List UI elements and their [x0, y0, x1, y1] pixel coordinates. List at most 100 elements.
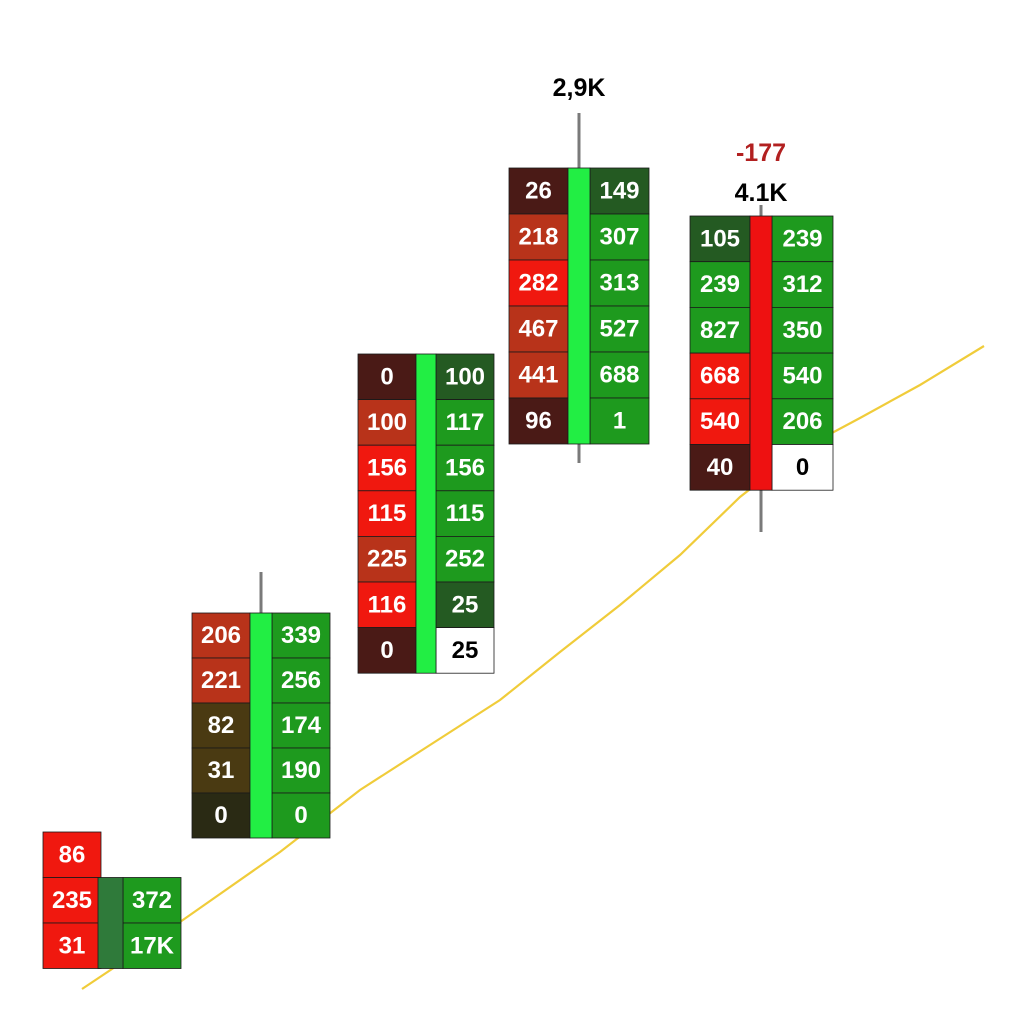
bid-cell — [689, 261, 751, 308]
bid-value: 96 — [525, 408, 552, 435]
candle-body — [415, 353, 437, 674]
candle-total-label: 4.1K — [735, 179, 788, 207]
bid-value: 156 — [367, 455, 407, 482]
ask-cell — [435, 353, 495, 400]
candle-body — [97, 877, 124, 969]
bid-value: 218 — [518, 224, 558, 251]
candle-body — [749, 215, 773, 491]
bid-value: 239 — [700, 271, 740, 298]
bid-value: 26 — [525, 178, 552, 205]
ask-cell — [271, 702, 331, 749]
bid-value: 0 — [380, 637, 393, 664]
candle-1: 86 235 372 31 17K — [42, 831, 182, 969]
ask-value: 115 — [446, 500, 485, 527]
bid-value: 116 — [368, 591, 407, 618]
ask-value: 156 — [445, 455, 485, 482]
bid-cell — [689, 215, 751, 263]
bid-cell — [42, 922, 102, 969]
bid-cell — [191, 657, 251, 704]
ask-value: 527 — [599, 316, 639, 343]
bid-value: 31 — [59, 932, 86, 959]
bid-value: 100 — [367, 409, 407, 436]
ask-cell — [589, 259, 650, 307]
bid-value: 467 — [518, 316, 558, 343]
bid-value: 235 — [52, 887, 92, 914]
ask-value: 252 — [445, 546, 485, 573]
bid-cell — [357, 490, 417, 537]
candle-3: 0 100 100 117 156 156 115 115 225 252 116 25 0 25 — [357, 353, 495, 674]
bid-cell — [191, 612, 251, 659]
ask-value: 149 — [599, 178, 639, 205]
candle-4: 26 149 218 307 282 313 467 527 441 688 96 1 2,9K — [508, 74, 650, 463]
ask-value: 117 — [446, 409, 485, 436]
trend-line — [81, 345, 985, 990]
ask-cell — [271, 612, 331, 659]
bid-cell — [357, 581, 417, 628]
bid-value: 86 — [59, 841, 86, 868]
bid-cell — [508, 397, 569, 445]
ask-cell — [771, 215, 834, 263]
trend-layer — [81, 345, 985, 990]
bid-cell — [689, 306, 751, 354]
candle-body — [567, 167, 591, 445]
ask-cell — [435, 444, 495, 492]
bid-value: 441 — [518, 362, 558, 389]
bid-cell — [689, 398, 751, 445]
bid-value: 540 — [700, 408, 740, 435]
ask-value: 206 — [782, 408, 822, 435]
ask-cell — [771, 261, 834, 308]
candle-total-label: 2,9K — [553, 74, 606, 102]
ask-cell — [589, 305, 650, 353]
ask-value: 350 — [782, 317, 822, 344]
bid-cell — [191, 792, 251, 839]
ask-cell — [271, 792, 331, 839]
ask-value: 174 — [281, 712, 322, 739]
bid-value: 0 — [380, 363, 393, 390]
ask-value: 372 — [132, 887, 172, 914]
candle-body — [249, 612, 273, 839]
ask-cell — [771, 352, 834, 400]
bid-value: 282 — [518, 270, 558, 297]
candle-total-label: -177 — [736, 139, 786, 167]
bid-value: 221 — [201, 667, 241, 694]
ask-cell — [771, 444, 834, 491]
ask-value: 339 — [281, 622, 321, 649]
bid-cell — [508, 167, 569, 215]
ask-value: 307 — [599, 224, 639, 251]
bid-cell — [508, 259, 569, 307]
ask-value: 0 — [294, 802, 307, 829]
ask-value: 190 — [281, 757, 321, 784]
bid-value: 225 — [367, 546, 407, 573]
bid-value: 668 — [700, 362, 740, 389]
ask-value: 0 — [796, 454, 809, 481]
bid-cell — [508, 305, 569, 353]
ask-value: 1 — [613, 408, 626, 435]
bid-cell — [191, 702, 251, 749]
ask-value: 17K — [130, 932, 175, 959]
ask-cell — [435, 581, 495, 628]
bid-cell — [357, 627, 417, 674]
ask-value: 25 — [452, 637, 479, 664]
candle-2: 206 339 221 256 82 174 31 190 0 0 — [191, 572, 331, 839]
ask-value: 540 — [782, 362, 822, 389]
bid-cell — [191, 747, 251, 794]
bid-cell — [508, 213, 569, 261]
bid-value: 115 — [368, 500, 407, 527]
ask-value: 688 — [599, 362, 639, 389]
ask-cell — [122, 877, 182, 924]
bid-value: 31 — [208, 757, 235, 784]
ask-value: 312 — [782, 271, 822, 298]
ask-value: 100 — [445, 363, 485, 390]
bid-value: 82 — [208, 712, 235, 739]
ask-value: 25 — [452, 591, 479, 618]
bid-value: 0 — [214, 802, 227, 829]
ask-value: 313 — [599, 270, 639, 297]
ask-value: 256 — [281, 667, 321, 694]
bid-value: 827 — [700, 317, 740, 344]
bid-cell — [508, 351, 569, 399]
ask-cell — [271, 747, 331, 794]
ask-cell — [589, 167, 650, 215]
bid-cell — [357, 353, 417, 400]
